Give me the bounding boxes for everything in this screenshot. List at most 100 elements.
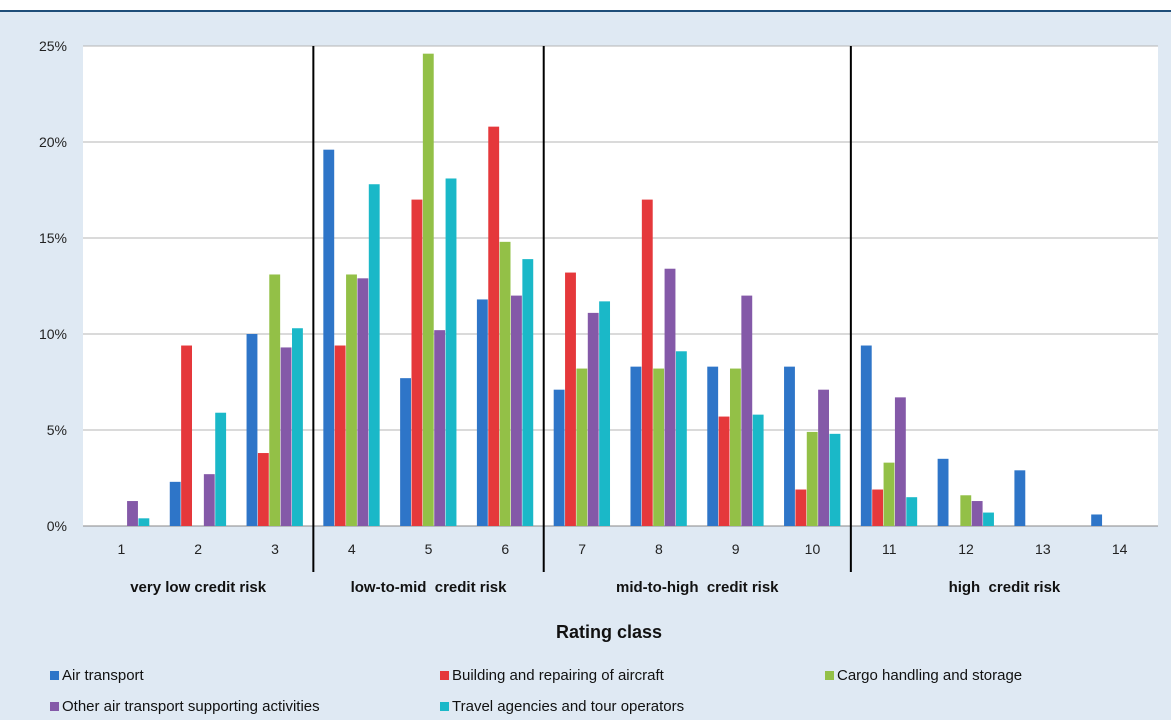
plot-area [83,46,1158,526]
legend-label: Building and repairing of aircraft [452,667,665,684]
legend-label: Cargo handling and storage [837,667,1022,684]
bar [565,272,576,526]
legend-swatch [50,671,59,680]
bars [127,53,1103,527]
legend-swatch [825,671,834,680]
bar [169,481,181,526]
x-axis-label: Rating class [556,622,662,642]
bar [641,199,653,526]
x-tick-label: 12 [958,541,974,557]
bar [445,178,457,527]
bar [280,347,292,526]
bar [181,345,192,526]
bar [872,489,884,526]
legend-swatch [440,702,449,711]
bar [334,345,346,526]
bar [522,259,534,526]
legend-label: Other air transport supporting activitie… [62,698,320,715]
bar [346,274,357,526]
group-separators [312,46,852,572]
bar [488,126,500,526]
bar [511,295,522,526]
bar [860,345,872,526]
x-tick-label: 1 [117,541,125,557]
legend-swatch [50,702,59,711]
x-tick-label: 7 [578,541,586,557]
legend-label: Travel agencies and tour operators [452,698,684,715]
bar [434,330,446,526]
bar [960,495,972,526]
bar [215,412,227,526]
bar [323,149,335,526]
bar [246,334,258,526]
bar [576,368,588,526]
x-tick-label: 2 [194,541,202,557]
group-labels: very low credit risk low-to-mid credit ri… [130,579,1061,596]
bar [664,268,676,526]
bar [937,458,949,526]
x-axis: 1 2 3 4 5 6 7 8 9 10 11 12 13 14 [117,541,1127,557]
bar [818,389,830,526]
bar [553,389,565,526]
x-tick-label: 9 [732,541,740,557]
y-tick-label: 0% [47,518,67,534]
bar [269,274,281,526]
bar [718,416,730,526]
bar [971,501,983,526]
bar [203,474,215,526]
x-tick-label: 11 [882,541,897,557]
y-tick-label: 5% [47,422,67,438]
bar [422,53,434,527]
bar [499,241,511,526]
y-tick-label: 20% [39,134,67,150]
bar [599,301,611,526]
legend: Air transport Building and repairing of a… [50,667,1022,715]
group-label: very low credit risk [130,579,267,596]
bar [795,489,807,526]
legend-swatch [440,671,449,680]
x-tick-label: 10 [805,541,821,557]
bar [729,368,741,526]
bar [257,453,269,526]
bar [806,431,818,526]
bar [653,368,665,526]
bar [983,512,994,526]
top-rule [0,0,1171,12]
legend-label: Air transport [62,667,145,684]
x-tick-label: 14 [1112,541,1128,557]
bar [707,366,719,526]
bar [127,501,138,526]
group-label: low-to-mid credit risk [351,579,508,596]
bar [741,295,753,526]
x-tick-label: 4 [348,541,356,557]
bar [630,366,642,526]
bar [894,397,906,526]
bar [906,497,918,526]
bar [675,351,687,526]
bar [138,518,150,526]
bar [752,414,764,526]
bar [1091,514,1103,526]
bar [357,278,369,526]
bar [476,299,488,526]
bar [587,312,599,526]
bar [883,462,895,526]
bar [400,378,411,526]
y-axis: 0% 5% 10% 15% 20% 25% [39,38,67,534]
y-tick-label: 15% [39,230,67,246]
x-tick-label: 5 [425,541,433,557]
group-label: mid-to-high credit risk [616,579,779,596]
y-tick-label: 25% [39,38,67,54]
y-tick-label: 10% [39,326,67,342]
x-tick-label: 8 [655,541,663,557]
group-label: high credit risk [949,579,1061,596]
bar [1014,470,1026,526]
bar [411,199,423,526]
bar [368,184,380,527]
bar [784,366,795,526]
bar [829,433,841,526]
bar [292,328,303,526]
x-tick-label: 6 [501,541,509,557]
x-tick-label: 13 [1035,541,1051,557]
